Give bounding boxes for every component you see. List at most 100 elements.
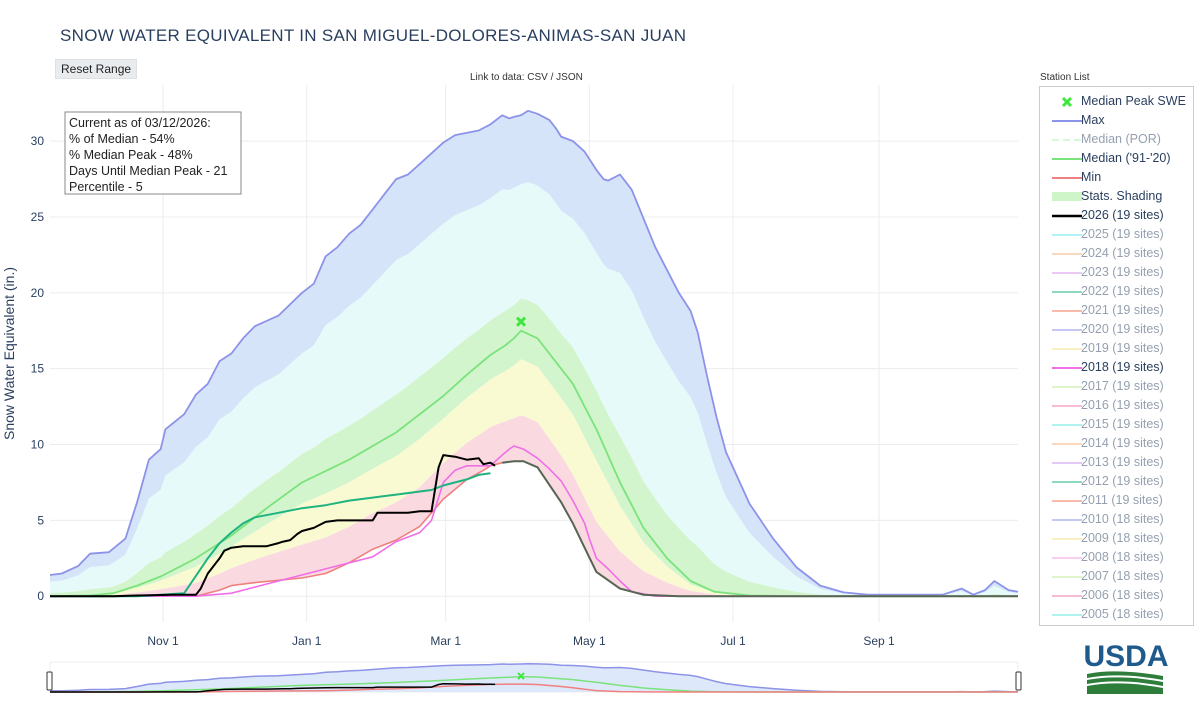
legend-label: 2005 (18 sites) — [1081, 607, 1164, 621]
legend-item[interactable]: 2011 (19 sites) — [1040, 491, 1193, 510]
legend-swatch-mark — [1061, 96, 1073, 108]
stat-shading — [50, 110, 1018, 597]
range-slider-shading — [50, 663, 1018, 692]
legend-swatch — [1052, 329, 1082, 331]
y-tick-label: 10 — [31, 438, 45, 452]
legend-swatch — [1052, 462, 1082, 464]
legend-item[interactable]: 2019 (19 sites) — [1040, 339, 1193, 358]
median-peak-marker — [515, 316, 527, 327]
legend-item[interactable]: 2013 (19 sites) — [1040, 453, 1193, 472]
legend-label: Min — [1081, 170, 1102, 184]
legend-item[interactable]: Median Peak SWE — [1040, 92, 1193, 111]
usda-logo-text: USDA — [1085, 640, 1169, 673]
legend-swatch — [1052, 192, 1082, 201]
legend-item[interactable]: 2021 (19 sites) — [1040, 301, 1193, 320]
legend-swatch — [1052, 234, 1082, 236]
legend-swatch — [1052, 443, 1082, 445]
legend-label: 2020 (19 sites) — [1081, 322, 1164, 336]
legend-item[interactable]: Median (POR) — [1040, 130, 1193, 149]
legend-label: 2006 (18 sites) — [1081, 588, 1164, 602]
json-link[interactable]: JSON — [556, 72, 583, 83]
legend-item[interactable]: 2015 (19 sites) — [1040, 415, 1193, 434]
legend-label: Stats. Shading — [1081, 189, 1163, 203]
legend-item[interactable]: 2025 (19 sites) — [1040, 225, 1193, 244]
legend-item[interactable]: 2010 (18 sites) — [1040, 510, 1193, 529]
legend-swatch — [1052, 310, 1082, 312]
legend-item[interactable]: 2016 (19 sites) — [1040, 396, 1193, 415]
legend-swatch — [1052, 595, 1082, 597]
legend-swatch — [1052, 214, 1082, 218]
legend-item[interactable]: Max — [1040, 111, 1193, 130]
y-tick-label: 15 — [31, 362, 45, 376]
shading-below-median — [50, 359, 1018, 597]
station-list-label[interactable]: Station List — [1040, 72, 1090, 83]
legend-swatch — [1052, 253, 1082, 255]
chart-title: SNOW WATER EQUIVALENT IN SAN MIGUEL-DOLO… — [60, 26, 687, 45]
info-box-line: Days Until Median Peak - 21 — [69, 164, 227, 178]
range-slider-peak-marker — [517, 672, 525, 680]
reset-range-button[interactable]: Reset Range — [55, 59, 138, 79]
legend-label: 2011 (19 sites) — [1081, 493, 1163, 507]
line-projection — [502, 460, 1018, 598]
legend-item[interactable]: 2022 (19 sites) — [1040, 282, 1193, 301]
legend-item[interactable]: 2018 (19 sites) — [1040, 358, 1193, 377]
legend-label: 2021 (19 sites) — [1081, 303, 1164, 317]
legend-item[interactable]: 2020 (19 sites) — [1040, 320, 1193, 339]
legend-item[interactable]: 2026 (19 sites) — [1040, 206, 1193, 225]
axes: 0 5 10 15 20 25 30 Nov 1 Jan 1 Mar 1 May 1 Jul 1 Sep… — [1, 134, 895, 648]
legend-item[interactable]: Stats. Shading — [1040, 187, 1193, 206]
range-slider[interactable] — [46, 661, 1022, 693]
legend-label: 2010 (18 sites) — [1081, 512, 1164, 526]
line-max — [49, 109, 1019, 596]
shading-max-to-75th — [50, 110, 1018, 596]
legend-item[interactable]: Min — [1040, 168, 1193, 187]
legend-item[interactable]: Median ('91-'20) — [1040, 149, 1193, 168]
info-box-line: % of Median - 54% — [69, 132, 175, 146]
legend-swatch — [1052, 177, 1082, 179]
legend-label: 2015 (19 sites) — [1081, 417, 1164, 431]
legend-label: 2009 (18 sites) — [1081, 531, 1164, 545]
range-slider-line — [50, 683, 496, 693]
swe-chart[interactable]: 0 5 10 15 20 25 30 Nov 1 Jan 1 Mar 1 May 1 Jul 1 Sep… — [0, 0, 1035, 700]
legend-swatch — [1052, 158, 1082, 160]
legend-label: 2007 (18 sites) — [1081, 569, 1164, 583]
legend-item[interactable]: 2023 (19 sites) — [1040, 263, 1193, 282]
range-slider-left-handle[interactable] — [46, 671, 53, 691]
legend: Median Peak SWE Max Median (POR) Median ('9… — [1039, 86, 1194, 626]
legend-item[interactable]: 2006 (18 sites) — [1040, 586, 1193, 605]
shading-75th-to-90th — [50, 182, 1018, 596]
y-axis-title: Snow Water Equivalent (in.) — [1, 267, 17, 440]
x-tick-label: Nov 1 — [147, 634, 179, 648]
x-tick-label: Sep 1 — [863, 634, 895, 648]
info-box-line: Current as of 03/12/2026: — [69, 116, 211, 130]
x-tick-label: Jan 1 — [292, 634, 322, 648]
legend-item[interactable]: 2008 (18 sites) — [1040, 548, 1193, 567]
y-tick-label: 20 — [31, 286, 45, 300]
legend-item[interactable]: 2009 (18 sites) — [1040, 529, 1193, 548]
legend-item[interactable]: 2005 (18 sites) — [1040, 605, 1193, 624]
csv-link[interactable]: CSV — [527, 72, 548, 83]
info-box-line: % Median Peak - 48% — [69, 148, 193, 162]
legend-item[interactable]: 2007 (18 sites) — [1040, 567, 1193, 586]
shading-near-min — [50, 415, 1018, 597]
line-2012-19-sites- — [50, 472, 491, 598]
legend-item[interactable]: 2017 (19 sites) — [1040, 377, 1193, 396]
legend-label: 2016 (19 sites) — [1081, 398, 1164, 412]
markers — [515, 316, 527, 327]
range-slider-right-handle[interactable] — [1015, 671, 1022, 691]
legend-swatch — [1052, 576, 1082, 578]
legend-swatch — [1052, 386, 1082, 388]
legend-swatch — [1052, 614, 1082, 616]
legend-label: 2017 (19 sites) — [1081, 379, 1164, 393]
legend-label: Median (POR) — [1081, 132, 1161, 146]
legend-label: Median Peak SWE — [1081, 94, 1186, 108]
legend-item[interactable]: 2024 (19 sites) — [1040, 244, 1193, 263]
line-median-91-20- — [49, 329, 1018, 598]
legend-item[interactable]: 2012 (19 sites) — [1040, 472, 1193, 491]
legend-label: 2026 (19 sites) — [1081, 208, 1164, 222]
x-tick-label: May 1 — [573, 634, 606, 648]
legend-swatch — [1052, 519, 1082, 521]
info-box-frame — [64, 111, 242, 195]
info-box: Current as of 03/12/2026: % of Median - 5… — [64, 111, 242, 195]
legend-item[interactable]: 2014 (19 sites) — [1040, 434, 1193, 453]
